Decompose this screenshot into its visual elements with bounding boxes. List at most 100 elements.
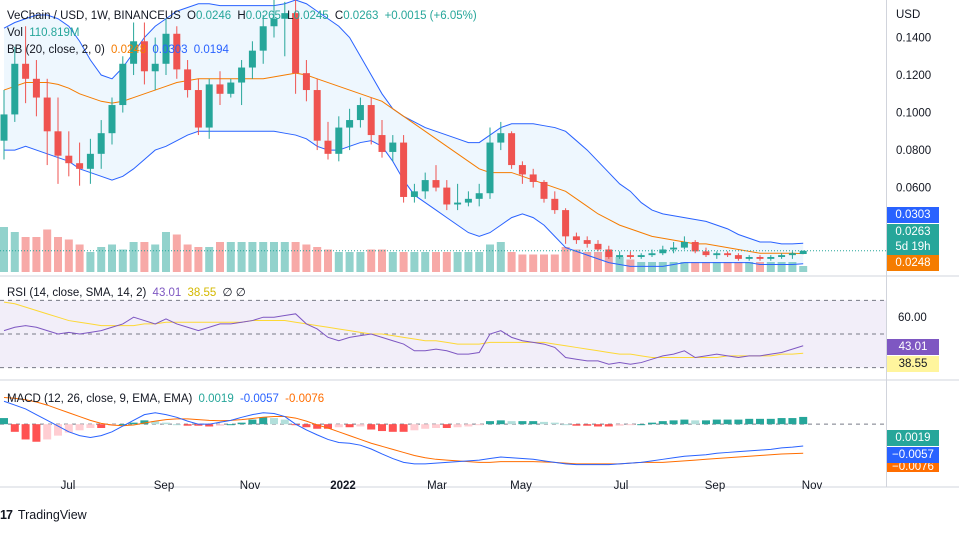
volume-bar: [324, 249, 332, 272]
macd-hist-bar: [248, 419, 257, 425]
macd-hist-value: 0.0019: [198, 393, 234, 405]
candle-body: [518, 165, 526, 175]
macd-hist-bar: [334, 424, 343, 428]
volume-bar: [442, 252, 451, 272]
volume-bar: [432, 252, 440, 272]
macd-hist-bar: [507, 421, 516, 425]
bollinger-band-fill: [4, 0, 804, 267]
volume-bar: [540, 254, 548, 272]
volume-bar: [421, 252, 430, 272]
tradingview-logo[interactable]: 17 TradingView: [0, 508, 87, 522]
time-tick-label: Mar: [427, 480, 447, 492]
candle-body: [756, 256, 764, 259]
macd-hist-bar: [205, 424, 214, 427]
candle-body: [97, 133, 105, 154]
candle-body: [616, 255, 624, 257]
countdown-tag: 5d 19h: [887, 239, 939, 255]
macd-hist-bar: [421, 424, 430, 429]
volume-bar: [97, 247, 106, 272]
candle-body: [626, 255, 634, 257]
candle-body: [0, 114, 8, 141]
time-tick-label: Sep: [154, 480, 174, 492]
change-value: +0.0015 (+6.05%): [384, 10, 477, 22]
time-tick-label: Nov: [240, 480, 261, 492]
volume-bar: [518, 254, 527, 272]
bb-upper-value: 0.0303: [152, 44, 188, 56]
rsi-tag: 43.01: [887, 339, 939, 355]
candle-body: [583, 240, 591, 244]
volume-bar: [54, 237, 62, 272]
macd-hist-bar: [86, 424, 95, 428]
volume-bar: [205, 247, 214, 272]
macd-hist-bar: [345, 424, 354, 428]
macd-signal-value: -0.0076: [285, 393, 325, 405]
rsi-extra: ∅ ∅: [222, 287, 246, 299]
volume-bar: [486, 244, 494, 272]
candle-body: [778, 255, 786, 257]
macd-hist-bar: [453, 424, 462, 428]
macd-hist-bar: [648, 422, 656, 425]
volume-bar: [162, 232, 170, 272]
candle-body: [173, 33, 181, 70]
volume-bar: [10, 232, 19, 272]
macd-hist-bar: [766, 418, 775, 425]
volume-bar: [151, 244, 160, 272]
macd-hist-bar: [118, 424, 127, 426]
candle-body: [22, 63, 30, 79]
candle-body: [216, 84, 224, 94]
candle-body: [259, 26, 267, 51]
candle-body: [799, 250, 807, 254]
bb-mid-value: 0.0248: [111, 44, 147, 56]
rsi-sma-tag: 38.55: [887, 356, 939, 372]
tradingview-logo-icon: 17: [0, 508, 13, 522]
volume-bar: [313, 247, 322, 272]
candle-body: [108, 105, 116, 134]
macd-hist-bar: [21, 424, 30, 440]
volume-bar: [248, 242, 257, 272]
macd-label[interactable]: MACD (12, 26, close, 9, EMA, EMA): [7, 393, 193, 405]
candle-body: [11, 63, 19, 115]
macd-hist-bar: [10, 424, 19, 432]
candlesticks[interactable]: [0, 0, 807, 261]
rsi-label[interactable]: RSI (14, close, SMA, 14, 2): [7, 287, 147, 299]
macd-hist-bar: [54, 424, 62, 436]
vol-label[interactable]: Vol: [7, 27, 23, 39]
symbol-title[interactable]: VeChain / USD, 1W, BINANCEUS: [7, 10, 181, 22]
time-tick-label: Nov: [802, 480, 823, 492]
macd-line: [3, 400, 804, 466]
candle-body: [724, 253, 732, 256]
volume-bar: [140, 242, 149, 272]
candle-body: [497, 133, 505, 143]
volume-bar: [129, 242, 138, 272]
macd-hist-bar: [594, 424, 602, 427]
macd-legend: MACD (12, 26, close, 9, EMA, EMA) 0.0019…: [7, 392, 327, 406]
volume-bar: [583, 252, 592, 272]
volume-bar: [194, 247, 203, 272]
volume-bar: [0, 227, 8, 272]
candle-body: [540, 181, 548, 199]
volume-bar: [237, 242, 246, 272]
macd-hist-bar: [734, 419, 743, 425]
macd-pane[interactable]: [0, 396, 886, 466]
macd-hist-bar: [756, 418, 764, 425]
time-tick-label: Jul: [614, 480, 629, 492]
macd-hist-bar: [32, 424, 41, 442]
candle-body: [227, 82, 235, 94]
candle-body: [410, 191, 418, 197]
candle-body: [475, 193, 483, 199]
candle-body: [292, 13, 300, 74]
macd-hist-tag: 0.0019: [887, 430, 939, 446]
volume-bar: [507, 252, 516, 272]
bb-label[interactable]: BB (20, close, 2, 0): [7, 44, 105, 56]
close-value: 0.0263: [343, 10, 379, 22]
macd-hist-bar: [313, 424, 322, 429]
candle-body: [356, 105, 364, 121]
rsi-pane[interactable]: [0, 299, 886, 369]
macd-hist-bar: [270, 418, 278, 425]
volume-bar: [561, 247, 570, 272]
macd-hist-bar: [280, 419, 289, 425]
macd-hist-bar: [129, 422, 138, 425]
volume-bar: [745, 262, 754, 272]
macd-signal-tag: −0.0076: [887, 463, 939, 472]
